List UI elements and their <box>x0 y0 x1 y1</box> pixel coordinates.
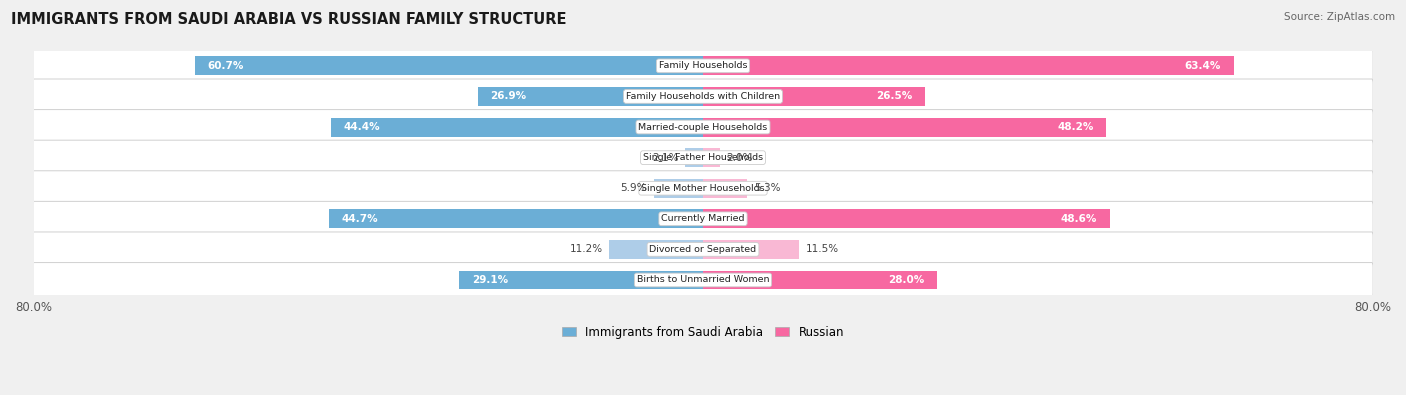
Text: 11.5%: 11.5% <box>806 245 839 254</box>
Bar <box>703 87 925 106</box>
Text: Currently Married: Currently Married <box>661 214 745 223</box>
Bar <box>654 179 703 198</box>
FancyBboxPatch shape <box>32 171 1374 206</box>
FancyBboxPatch shape <box>32 109 1374 145</box>
Bar <box>703 209 1109 228</box>
Text: 2.1%: 2.1% <box>652 152 679 163</box>
Text: 2.0%: 2.0% <box>727 152 752 163</box>
FancyBboxPatch shape <box>32 49 1374 83</box>
FancyBboxPatch shape <box>32 79 1374 114</box>
Bar <box>478 87 703 106</box>
Bar <box>703 240 799 259</box>
Text: 5.9%: 5.9% <box>620 183 647 193</box>
Bar <box>609 240 703 259</box>
Text: Single Mother Households: Single Mother Households <box>641 184 765 193</box>
Text: Single Father Households: Single Father Households <box>643 153 763 162</box>
Bar <box>686 148 703 167</box>
Bar <box>460 271 703 290</box>
Text: 29.1%: 29.1% <box>472 275 508 285</box>
Text: Married-couple Households: Married-couple Households <box>638 122 768 132</box>
Legend: Immigrants from Saudi Arabia, Russian: Immigrants from Saudi Arabia, Russian <box>557 321 849 343</box>
Bar <box>332 118 703 137</box>
FancyBboxPatch shape <box>32 201 1374 236</box>
Text: 5.3%: 5.3% <box>754 183 780 193</box>
Text: 48.2%: 48.2% <box>1057 122 1094 132</box>
Bar <box>703 271 938 290</box>
FancyBboxPatch shape <box>32 140 1374 175</box>
Text: 26.9%: 26.9% <box>491 91 527 102</box>
FancyBboxPatch shape <box>32 263 1374 297</box>
FancyBboxPatch shape <box>32 232 1374 267</box>
Text: Divorced or Separated: Divorced or Separated <box>650 245 756 254</box>
Text: 63.4%: 63.4% <box>1185 61 1220 71</box>
Text: Births to Unmarried Women: Births to Unmarried Women <box>637 275 769 284</box>
Text: Source: ZipAtlas.com: Source: ZipAtlas.com <box>1284 12 1395 22</box>
Bar <box>703 179 748 198</box>
Text: 44.4%: 44.4% <box>344 122 381 132</box>
Text: 44.7%: 44.7% <box>342 214 378 224</box>
Text: Family Households with Children: Family Households with Children <box>626 92 780 101</box>
Text: 48.6%: 48.6% <box>1060 214 1097 224</box>
Bar <box>703 56 1233 75</box>
Bar <box>703 118 1107 137</box>
Text: 28.0%: 28.0% <box>889 275 925 285</box>
Text: 60.7%: 60.7% <box>208 61 245 71</box>
Text: 26.5%: 26.5% <box>876 91 912 102</box>
Text: Family Households: Family Households <box>659 61 747 70</box>
Bar <box>329 209 703 228</box>
Text: 11.2%: 11.2% <box>569 245 603 254</box>
Bar <box>703 148 720 167</box>
Text: IMMIGRANTS FROM SAUDI ARABIA VS RUSSIAN FAMILY STRUCTURE: IMMIGRANTS FROM SAUDI ARABIA VS RUSSIAN … <box>11 12 567 27</box>
Bar <box>195 56 703 75</box>
